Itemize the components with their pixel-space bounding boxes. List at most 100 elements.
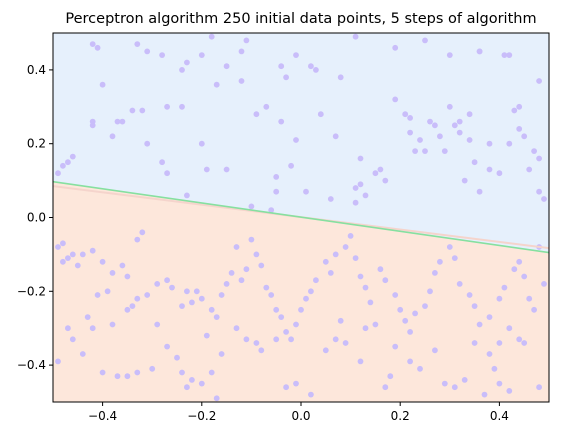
data-point: [278, 314, 285, 320]
data-point: [511, 107, 518, 114]
data-point: [134, 236, 141, 243]
data-point: [233, 325, 240, 332]
data-point: [486, 140, 493, 147]
data-point: [471, 303, 478, 309]
data-point: [313, 277, 319, 284]
data-point: [238, 277, 245, 284]
data-point: [352, 255, 359, 261]
data-point: [352, 185, 359, 191]
y-axis: −0.4 −0.2 0.0 0.2 0.4: [17, 63, 53, 372]
data-point: [496, 295, 503, 302]
data-point: [129, 303, 136, 309]
data-point: [109, 270, 116, 276]
data-point: [511, 266, 518, 273]
data-point: [536, 384, 542, 391]
data-point: [407, 115, 413, 121]
data-point: [243, 37, 250, 44]
data-point: [327, 196, 334, 202]
data-point: [179, 369, 185, 376]
data-point: [506, 325, 513, 332]
x-tick-label: 0.2: [391, 409, 410, 423]
data-point: [144, 48, 151, 55]
data-point: [476, 188, 483, 195]
data-point: [198, 380, 205, 387]
data-point: [446, 103, 453, 110]
data-point: [218, 292, 225, 298]
data-point: [149, 365, 156, 372]
data-point: [362, 325, 369, 332]
data-point: [317, 111, 324, 118]
data-point: [322, 258, 329, 265]
data-point: [258, 262, 265, 269]
data-point: [451, 255, 458, 261]
perceptron-boundary-line: [53, 180, 549, 254]
data-point: [253, 111, 260, 118]
data-point: [308, 63, 314, 70]
data-point: [357, 273, 364, 280]
data-point: [179, 67, 185, 73]
data-point: [208, 369, 215, 376]
data-point: [114, 373, 121, 380]
data-point: [541, 281, 547, 287]
data-point: [357, 181, 364, 188]
data-point: [164, 343, 171, 350]
data-point: [427, 288, 433, 295]
data-point: [427, 118, 433, 125]
data-point: [486, 351, 493, 357]
data-point: [258, 347, 265, 354]
data-point: [208, 306, 215, 313]
data-point: [164, 103, 171, 110]
data-point: [451, 122, 458, 129]
data-point: [392, 343, 399, 350]
data-point: [407, 358, 413, 365]
data-point: [456, 118, 463, 125]
data-point: [129, 107, 136, 114]
data-point: [337, 74, 344, 81]
data-point: [432, 347, 438, 354]
data-point: [223, 281, 230, 287]
data-point: [357, 358, 364, 365]
data-point: [139, 107, 146, 114]
data-point: [536, 155, 542, 162]
data-point: [516, 336, 523, 343]
data-point: [184, 192, 190, 199]
data-point: [417, 365, 423, 372]
data-point: [174, 354, 180, 361]
data-point: [74, 262, 81, 269]
data-point: [84, 314, 91, 320]
data-point: [119, 118, 126, 125]
data-point: [89, 122, 96, 129]
data-point: [422, 37, 428, 44]
x-tick-label: 0.0: [291, 409, 310, 423]
data-point: [213, 81, 220, 88]
data-point: [293, 321, 299, 328]
data-point: [238, 48, 245, 55]
data-point: [332, 336, 339, 343]
x-tick-label: −0.2: [187, 409, 216, 423]
data-point: [402, 111, 409, 118]
data-point: [521, 340, 528, 346]
data-point: [99, 369, 106, 376]
data-point: [223, 63, 230, 70]
data-point: [263, 103, 270, 110]
data-point: [526, 295, 533, 302]
data-point: [332, 251, 339, 258]
data-point: [451, 384, 458, 391]
data-point: [65, 255, 71, 261]
data-point: [263, 284, 270, 291]
data-point: [134, 41, 141, 47]
data-point: [124, 373, 131, 380]
data-point: [392, 44, 399, 51]
data-point: [407, 129, 413, 136]
data-point: [402, 317, 409, 324]
data-point: [134, 369, 141, 376]
data-point: [218, 351, 225, 357]
data-point: [283, 384, 289, 391]
data-point: [288, 336, 294, 343]
data-point: [60, 258, 66, 265]
data-point: [308, 391, 314, 398]
y-tick-label: −0.2: [17, 284, 46, 298]
data-point: [466, 111, 473, 118]
chart-title: Perceptron algorithm 250 initial data po…: [65, 11, 536, 27]
data-point: [342, 340, 349, 346]
